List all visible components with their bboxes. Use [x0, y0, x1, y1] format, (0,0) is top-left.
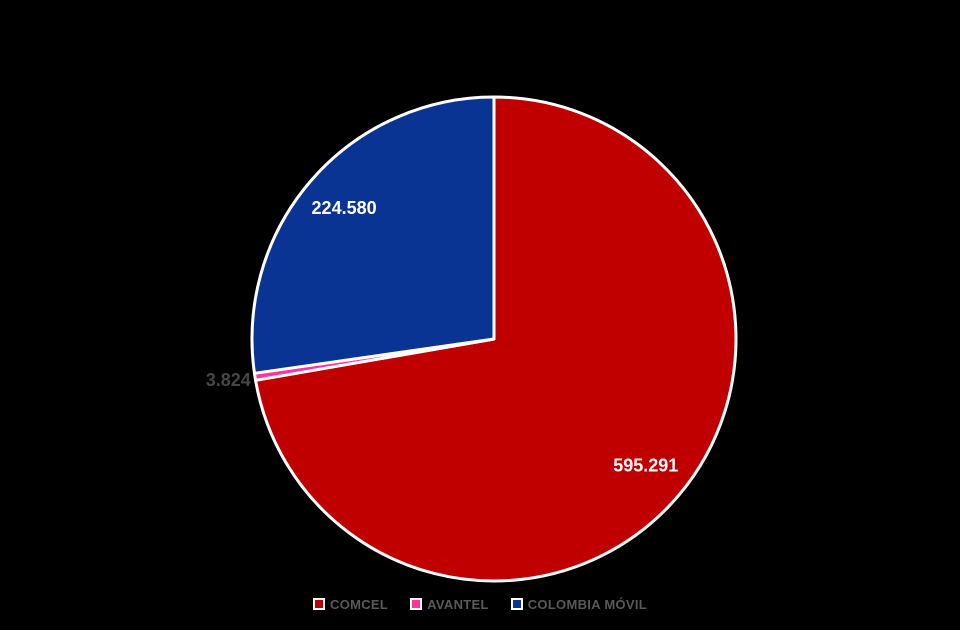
legend-label-avantel: AVANTEL — [427, 596, 489, 612]
slice-label-colombia-movil: 224.580 — [312, 198, 377, 218]
legend-marker-colombia-movil — [510, 598, 523, 610]
pie-slice-colombia-movil — [250, 95, 496, 375]
legend-label-colombia-movil: COLOMBIA MÓVIL — [527, 596, 647, 612]
legend-item-avantel: AVANTEL — [410, 597, 489, 612]
legend-item-colombia-movil: COLOMBIA MÓVIL — [510, 596, 647, 612]
pie-slices — [250, 95, 738, 583]
legend-marker-avantel — [410, 598, 423, 610]
slice-label-comcel: 595.291 — [613, 456, 678, 476]
pie-slice-comcel — [254, 95, 738, 583]
legend: COMCEL AVANTEL COLOMBIA MÓVIL — [0, 593, 960, 615]
pie-labels: 595.291 3.824 224.580 — [206, 198, 679, 476]
legend-label-comcel: COMCEL — [330, 596, 389, 612]
slice-label-avantel: 3.824 — [206, 370, 251, 390]
legend-item-comcel: COMCEL — [313, 597, 388, 612]
legend-marker-comcel — [313, 598, 326, 610]
